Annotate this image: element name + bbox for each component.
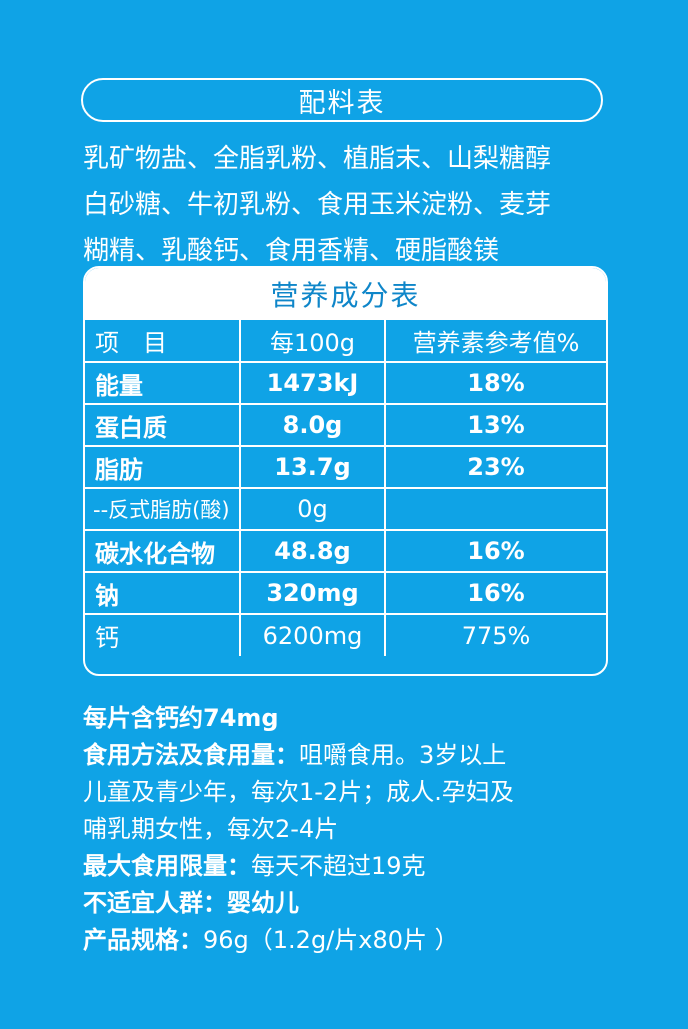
product-info: 每片含钙约74mg 食用方法及食用量：咀嚼食用。3岁以上 儿童及青少年，每次1-… <box>83 700 643 959</box>
spec-row: 产品规格：96g（1.2g/片x80片 ） <box>83 922 643 959</box>
row-item: 能量 <box>85 361 241 405</box>
spec-value: 96g（1.2g/片x80片 ） <box>203 926 459 954</box>
unsuitable-label: 不适宜人群： <box>83 889 227 917</box>
table-row: 能量 1473kJ 18% <box>85 361 606 405</box>
table-row: 钙 6200mg 775% <box>85 613 606 656</box>
calcium-per-tablet: 每片含钙约74mg <box>83 704 279 732</box>
row-nrv: 16% <box>384 529 606 573</box>
row-item: 脂肪 <box>85 445 241 489</box>
nutrition-table: 项 目 每100g 营养素参考值% 能量 1473kJ 18% 蛋白质 8.0g… <box>85 320 606 656</box>
unsuitable-value: 婴幼儿 <box>227 889 299 917</box>
unsuitable-row: 不适宜人群：婴幼儿 <box>83 885 643 922</box>
row-per-100g: 6200mg <box>239 613 386 656</box>
max-intake-value: 每天不超过19克 <box>251 852 426 880</box>
row-per-100g: 0g <box>239 487 386 531</box>
max-intake-label: 最大食用限量： <box>83 852 251 880</box>
row-per-100g: 8.0g <box>239 403 386 447</box>
row-nrv <box>384 487 606 531</box>
table-row: 脂肪 13.7g 23% <box>85 445 606 489</box>
ingredients-title: 配料表 <box>298 87 386 119</box>
row-item: 钠 <box>85 571 241 615</box>
usage-text: 咀嚼食用。3岁以上 <box>299 741 507 769</box>
row-nrv: 13% <box>384 403 606 447</box>
table-row: 碳水化合物 48.8g 16% <box>85 529 606 573</box>
row-nrv: 775% <box>384 613 606 656</box>
row-per-100g: 1473kJ <box>239 361 386 405</box>
table-row: 蛋白质 8.0g 13% <box>85 403 606 447</box>
ingredients-list: 乳矿物盐、全脂乳粉、植脂末、山梨糖醇 白砂糖、牛初乳粉、食用玉米淀粉、麦芽 糊精… <box>83 136 623 274</box>
row-per-100g: 13.7g <box>239 445 386 489</box>
ingredients-line: 白砂糖、牛初乳粉、食用玉米淀粉、麦芽 <box>83 190 552 220</box>
nutrition-facts-panel: 营养成分表 项 目 每100g 营养素参考值% 能量 1473kJ 18% 蛋白… <box>83 266 608 676</box>
row-nrv: 18% <box>384 361 606 405</box>
table-row: --反式脂肪(酸) 0g <box>85 487 606 531</box>
usage-label: 食用方法及食用量： <box>83 741 299 769</box>
row-nrv: 16% <box>384 571 606 615</box>
table-header-row: 项 目 每100g 营养素参考值% <box>85 320 606 363</box>
spec-label: 产品规格： <box>83 926 203 954</box>
usage-text: 儿童及青少年，每次1-2片；成人.孕妇及 <box>83 778 514 806</box>
row-item: 蛋白质 <box>85 403 241 447</box>
ingredients-line: 糊精、乳酸钙、食用香精、硬脂酸镁 <box>83 236 500 266</box>
table-row: 钠 320mg 16% <box>85 571 606 615</box>
usage-text: 哺乳期女性，每次2-4片 <box>83 815 339 843</box>
nutrition-title: 营养成分表 <box>85 268 606 320</box>
row-nrv: 23% <box>384 445 606 489</box>
row-item: 碳水化合物 <box>85 529 241 573</box>
ingredients-title-box: 配料表 <box>81 78 603 122</box>
max-intake-row: 最大食用限量：每天不超过19克 <box>83 848 643 885</box>
row-per-100g: 320mg <box>239 571 386 615</box>
header-item: 项 目 <box>85 320 241 363</box>
row-item: --反式脂肪(酸) <box>85 487 241 531</box>
ingredients-line: 乳矿物盐、全脂乳粉、植脂末、山梨糖醇 <box>83 144 552 174</box>
header-nrv: 营养素参考值% <box>384 320 606 363</box>
header-per-100g: 每100g <box>239 320 386 363</box>
row-item: 钙 <box>85 613 241 656</box>
row-per-100g: 48.8g <box>239 529 386 573</box>
usage-row: 食用方法及食用量：咀嚼食用。3岁以上 <box>83 737 643 774</box>
